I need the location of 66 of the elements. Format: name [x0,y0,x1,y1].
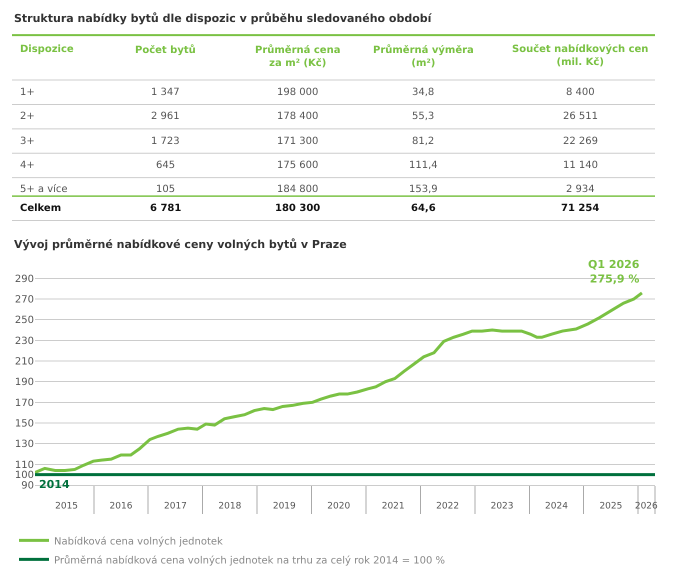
x-tick-label: 2017 [164,502,187,512]
x-tick-label: 2020 [327,502,350,512]
text: 153,9 [409,184,438,195]
category-label: Průměrná cena za m² (Kč) [255,44,340,69]
text: 22 269 [563,136,598,147]
x-tick-label: 2015 [55,502,78,512]
category-label: Součet nabídkových cen (mil. Kč) [512,44,648,68]
text: 8 400 [566,87,595,98]
text: Struktura nabídky bytů dle dispozic v průběhu sledovaného období [14,12,433,25]
text: 171 300 [277,136,318,147]
text: 2 934 [566,184,595,195]
text: 11 140 [563,160,598,171]
category-label: Průměrná výměra (m²) [373,44,474,69]
text: 175 600 [277,160,318,171]
category-label: 3+ [20,136,35,147]
text: 184 800 [277,184,318,195]
text: 81,2 [412,136,434,147]
annotation: 2014 [39,478,70,491]
x-tick-label: 2026 [634,502,658,512]
text: 71 254 [561,203,600,214]
text: 645 [156,160,176,171]
category-label: 5+ a více [20,184,68,195]
x-tick-label: 2019 [272,502,296,512]
text: 2 961 [151,111,180,122]
text: 64,6 [411,203,436,214]
x-tick-label: 2025 [599,502,622,512]
text: 55,3 [412,111,434,122]
category-label: 4+ [20,160,35,171]
y-tick-label: 150 [14,418,34,430]
y-tick-label: 100 [14,470,34,482]
annotation: Q1 2026 275,9 % [588,258,640,286]
category-label: 1+ [20,87,35,98]
text: 1 723 [151,136,180,147]
text: 111,4 [409,160,438,171]
x-tick-label: 2022 [436,502,460,512]
text: 198 000 [277,87,318,98]
x-tick-label: 2018 [218,502,242,512]
y-tick-label: 230 [14,336,34,347]
legend-label: Průměrná nabídková cena volných jednotek na trhu za celý rok 2014 = 100 % [54,554,446,566]
text: 6 781 [150,203,182,214]
text: 26 511 [563,111,598,122]
category-label: Dispozice [20,44,74,55]
text: 34,8 [412,87,434,98]
text: 178 400 [277,111,318,122]
y-tick-label: 130 [14,439,34,450]
legend-label: Nabídková cena volných jednotek [54,536,224,548]
y-tick-label: 250 [14,315,34,326]
category-label: 2+ [20,111,35,122]
x-tick-label: 2016 [110,502,133,512]
y-tick-label: 170 [14,398,34,409]
text: 1 347 [151,87,180,98]
line-series [35,291,644,474]
text: 180 300 [275,203,320,214]
x-tick-label: 2023 [490,502,514,512]
category-label: Počet bytů [135,44,196,56]
y-tick-label: 270 [14,294,34,306]
y-tick-label: 190 [14,377,34,388]
y-tick-label: 290 [14,274,34,285]
y-tick-label: 110 [14,460,34,471]
y-tick-label: 90 [21,480,34,492]
text: 105 [156,184,176,195]
x-tick-label: 2021 [382,502,405,512]
y-tick-label: 210 [14,356,34,368]
x-tick-label: 2024 [545,502,568,512]
category-label: Celkem [20,203,62,214]
chart-title: Vývoj průměrné nabídkové ceny volných bytů v Praze [14,238,347,251]
